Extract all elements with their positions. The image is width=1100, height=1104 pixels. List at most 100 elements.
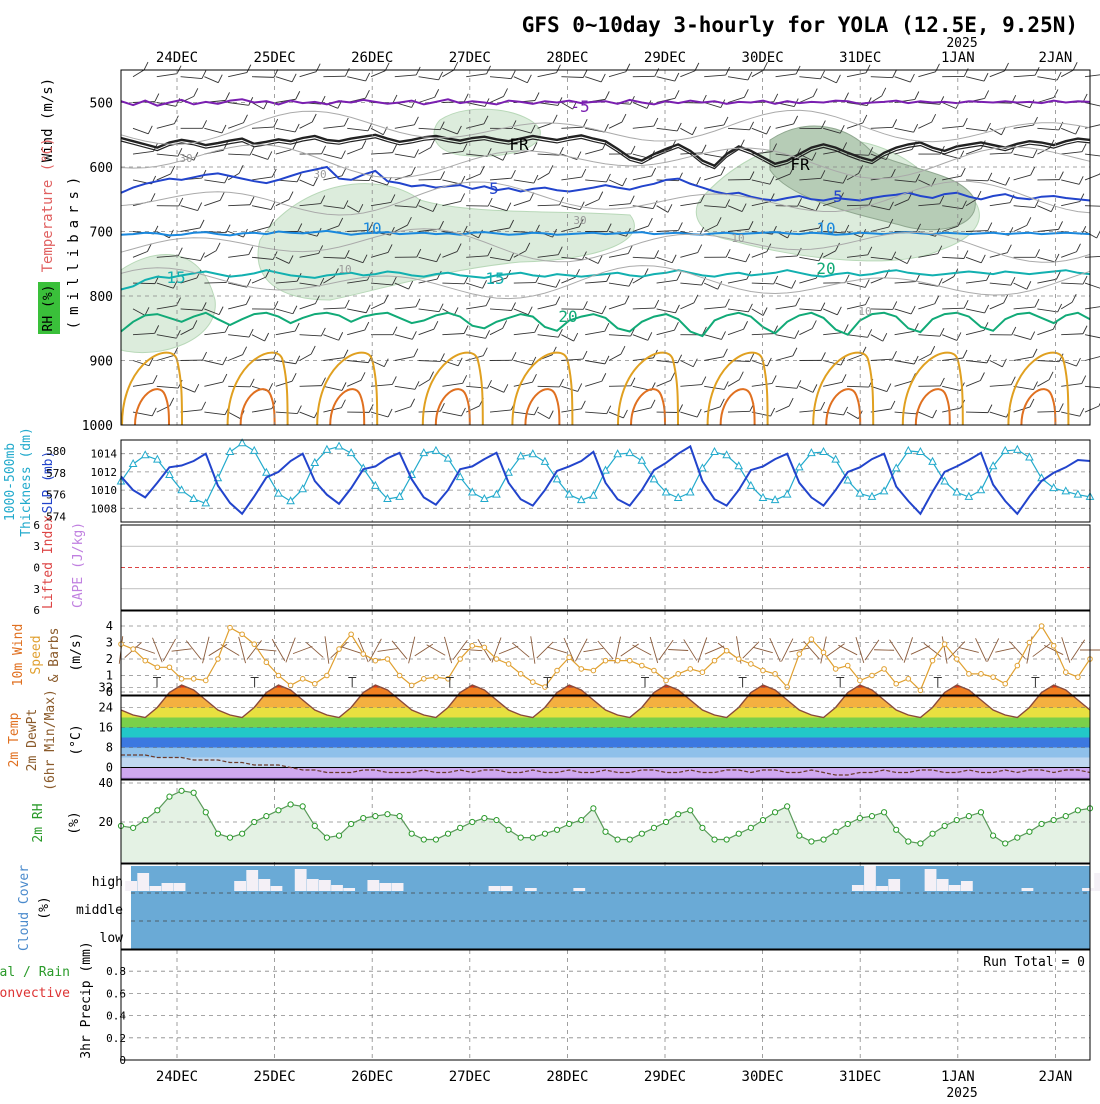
wind10m-barb [537,642,553,658]
wind-barb [252,409,272,412]
wind-barb-flag [1011,377,1015,385]
rh2m-point [324,835,329,840]
wind-barb-flag [744,89,748,97]
rh2m-point [579,817,584,822]
wind-barb-flag [1079,176,1083,184]
wind-barb [704,335,721,340]
rh2m-point [506,827,511,832]
wind10m-barb [924,643,941,657]
wind-barb [633,176,652,180]
wind-barb-flag [503,320,507,328]
rh2m-point [772,810,777,815]
lifted-index-tick-label: 6 [33,519,40,532]
cloud-high-bar [937,879,949,891]
wind-barb [609,386,631,387]
wind-barb [895,331,915,334]
wind-barb-flag [414,349,418,357]
wind-barb [942,335,957,341]
wind-barb [585,200,599,206]
wind10m-barb [949,642,965,659]
wind10m-point [167,665,172,670]
wind-barb-flag [365,90,369,98]
wind-barb-flag [631,146,635,154]
wind-barb-flag [837,307,841,315]
wind-barb [1085,154,1100,157]
precip-tick-label: 0.6 [106,987,126,1000]
wind-barb [1085,406,1099,412]
wind10m-barb [942,636,947,663]
wind10m-barb [827,644,845,657]
wind-barb-flag [393,95,397,103]
rh2m-point [627,837,632,842]
wind-barb-flag [361,372,365,380]
wind-barb [966,361,987,363]
wind-barb-flag [792,280,796,288]
wind-barb [895,128,914,132]
wind10m-barb [306,643,323,658]
thickness-point [1014,446,1021,453]
slp-tick-label: 1010 [91,484,118,497]
contour-label: 20 [816,259,835,278]
wind-barb-flag [152,408,156,416]
wind10m-barb [378,649,398,652]
wind10m-unit-label: (m/s) [69,632,84,671]
wind-barb [728,77,748,80]
temp2m-axis-label-3: (6hr Min/Max) [43,689,58,791]
wind10m-point [1027,640,1032,645]
wind-barb-flag [724,117,728,125]
wind-barb [942,358,963,361]
wind-barb-flag [866,65,870,73]
wind10m-barb [705,646,724,654]
wind10m-barb [633,645,652,655]
wind-barb [371,153,393,154]
wind-barb-flag [219,307,223,315]
cape-axis-label: CAPE (J/kg) [71,522,86,608]
rh2m-point [240,831,245,836]
wind-barb [419,77,439,80]
wind-barb [799,77,820,79]
wind-barb-flag [845,93,849,101]
wind-barb [942,257,964,258]
thickness-tick-label: 578 [46,467,66,480]
wind-barb-flag [625,296,629,304]
isotherm-30-loop [241,389,275,425]
wind-barb [561,77,583,78]
wind-barb [395,386,415,389]
rh2m-point [918,841,923,846]
wind-barb [1037,380,1049,387]
thickness-point [784,491,791,498]
wind-barb-flag [1007,245,1011,253]
wind-barb-flag [938,278,942,286]
wind-barb-flag [200,220,204,228]
wind-barb [1037,77,1057,80]
temp-bands [121,668,1090,793]
wind10m-point [397,673,402,678]
wind-barb [609,304,625,309]
wind-barb-flag [722,331,726,339]
wind-barb-flag [388,409,392,417]
wind-barb-flag [893,119,897,127]
wind-barb-flag [605,91,609,99]
rh2m-point [336,833,341,838]
wind-barb-flag [416,299,420,307]
wind-barb [585,331,605,334]
wind10m-tick-label: 3 [106,636,113,650]
wind-barb [728,279,747,283]
wind-barb-flag [1059,403,1063,411]
wind-barb [442,412,461,416]
wind-barb [776,335,795,339]
wind10m-point [264,660,269,665]
wind-barb [657,128,678,131]
wind-barb [680,385,701,387]
wind-barb [752,383,772,386]
wind10m-barb [415,644,433,656]
wind-barb-flag [507,203,511,211]
wind-barb-flag [746,254,750,262]
wind-barb [1085,335,1100,339]
rh2m-point [1051,817,1056,822]
date-label-top: 26DEC [351,50,393,66]
wind-barb [776,256,798,257]
wind-barb [419,309,440,312]
wind-barb-flag [1006,177,1010,185]
rh2m-point [530,835,535,840]
